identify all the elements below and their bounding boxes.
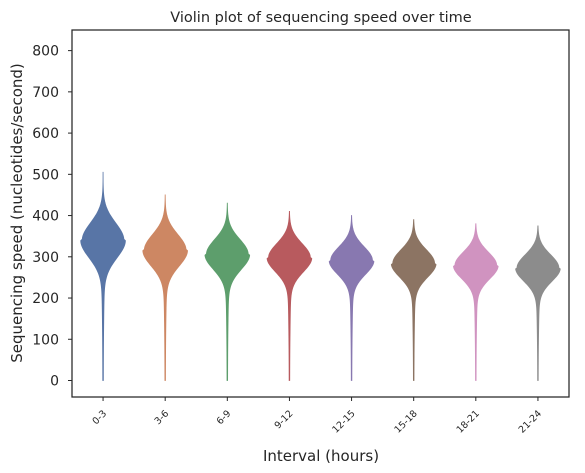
- y-axis-ticks: 0 100 200 300 400 500 600 700 800: [32, 44, 72, 390]
- x-tick-label: 18-21: [455, 408, 482, 435]
- violin-18-21: [453, 223, 499, 381]
- y-tick-label: 0: [50, 374, 59, 390]
- x-tick-label: 9-12: [273, 408, 296, 431]
- y-tick-label: 500: [32, 167, 59, 183]
- x-tick-label: 15-18: [393, 408, 420, 435]
- x-tick-label: 6-9: [215, 408, 234, 427]
- violin-9-12: [266, 211, 313, 381]
- y-tick-label: 700: [32, 85, 59, 101]
- x-axis-ticks: 0-3 3-6 6-9 9-12 12-15 15-18 18-21 21-24: [90, 397, 544, 436]
- y-tick-label: 200: [32, 291, 59, 307]
- y-axis-label: Sequencing speed (nucleotides/second): [8, 63, 26, 363]
- violin-0-3: [80, 171, 126, 381]
- y-tick-label: 100: [32, 332, 59, 348]
- violin-12-15: [328, 215, 375, 381]
- y-tick-label: 300: [32, 250, 59, 266]
- x-tick-label: 3-6: [153, 408, 172, 427]
- violins-group: [80, 171, 561, 381]
- violin-3-6: [142, 194, 188, 381]
- violin-6-9: [204, 202, 251, 381]
- y-tick-label: 800: [32, 44, 59, 60]
- x-axis-label: Interval (hours): [263, 447, 379, 465]
- violin-15-18: [390, 219, 437, 381]
- y-tick-label: 400: [32, 209, 59, 225]
- x-tick-label: 0-3: [90, 408, 109, 427]
- x-tick-label: 21-24: [517, 408, 544, 435]
- plot-frame: [71, 29, 570, 398]
- chart-title: Violin plot of sequencing speed over tim…: [170, 10, 472, 26]
- y-tick-label: 600: [32, 126, 59, 142]
- x-tick-label: 12-15: [330, 408, 357, 435]
- violin-21-24: [515, 225, 561, 381]
